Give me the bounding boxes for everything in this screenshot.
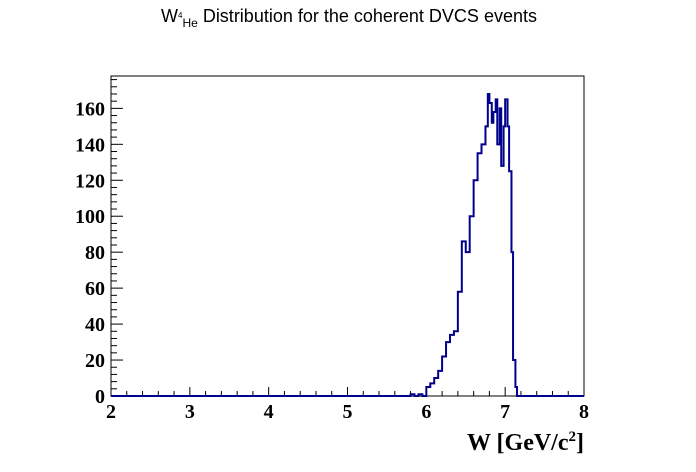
y-tick-label: 160: [75, 98, 105, 120]
x-tick-label: 4: [264, 401, 274, 423]
x-tick-label: 2: [106, 401, 116, 423]
y-axis-ticks: [111, 79, 123, 397]
x-tick-label: 3: [185, 401, 195, 423]
x-axis-tick-labels: 2 3 4 5 6 7 8: [106, 401, 589, 423]
y-tick-label: 60: [85, 278, 105, 300]
y-tick-label: 140: [75, 134, 105, 156]
y-tick-label: 20: [85, 350, 105, 372]
chart-title: W4He Distribution for the coherent DVCS …: [161, 6, 537, 30]
y-tick-label: 0: [95, 386, 105, 408]
y-tick-label: 80: [85, 242, 105, 264]
x-axis-title: W [GeV/c2]: [467, 429, 584, 456]
y-tick-label: 40: [85, 314, 105, 336]
x-tick-label: 8: [579, 401, 589, 423]
y-axis-tick-labels: 0 20 40 60 80 100 120 140 160: [75, 98, 105, 408]
x-tick-label: 6: [421, 401, 431, 423]
x-axis-ticks: [110, 387, 585, 396]
histogram-series-line: [111, 92, 584, 397]
x-tick-label: 7: [500, 401, 510, 423]
y-tick-label: 120: [75, 170, 105, 192]
y-tick-label: 100: [75, 206, 105, 228]
x-tick-label: 5: [343, 401, 353, 423]
